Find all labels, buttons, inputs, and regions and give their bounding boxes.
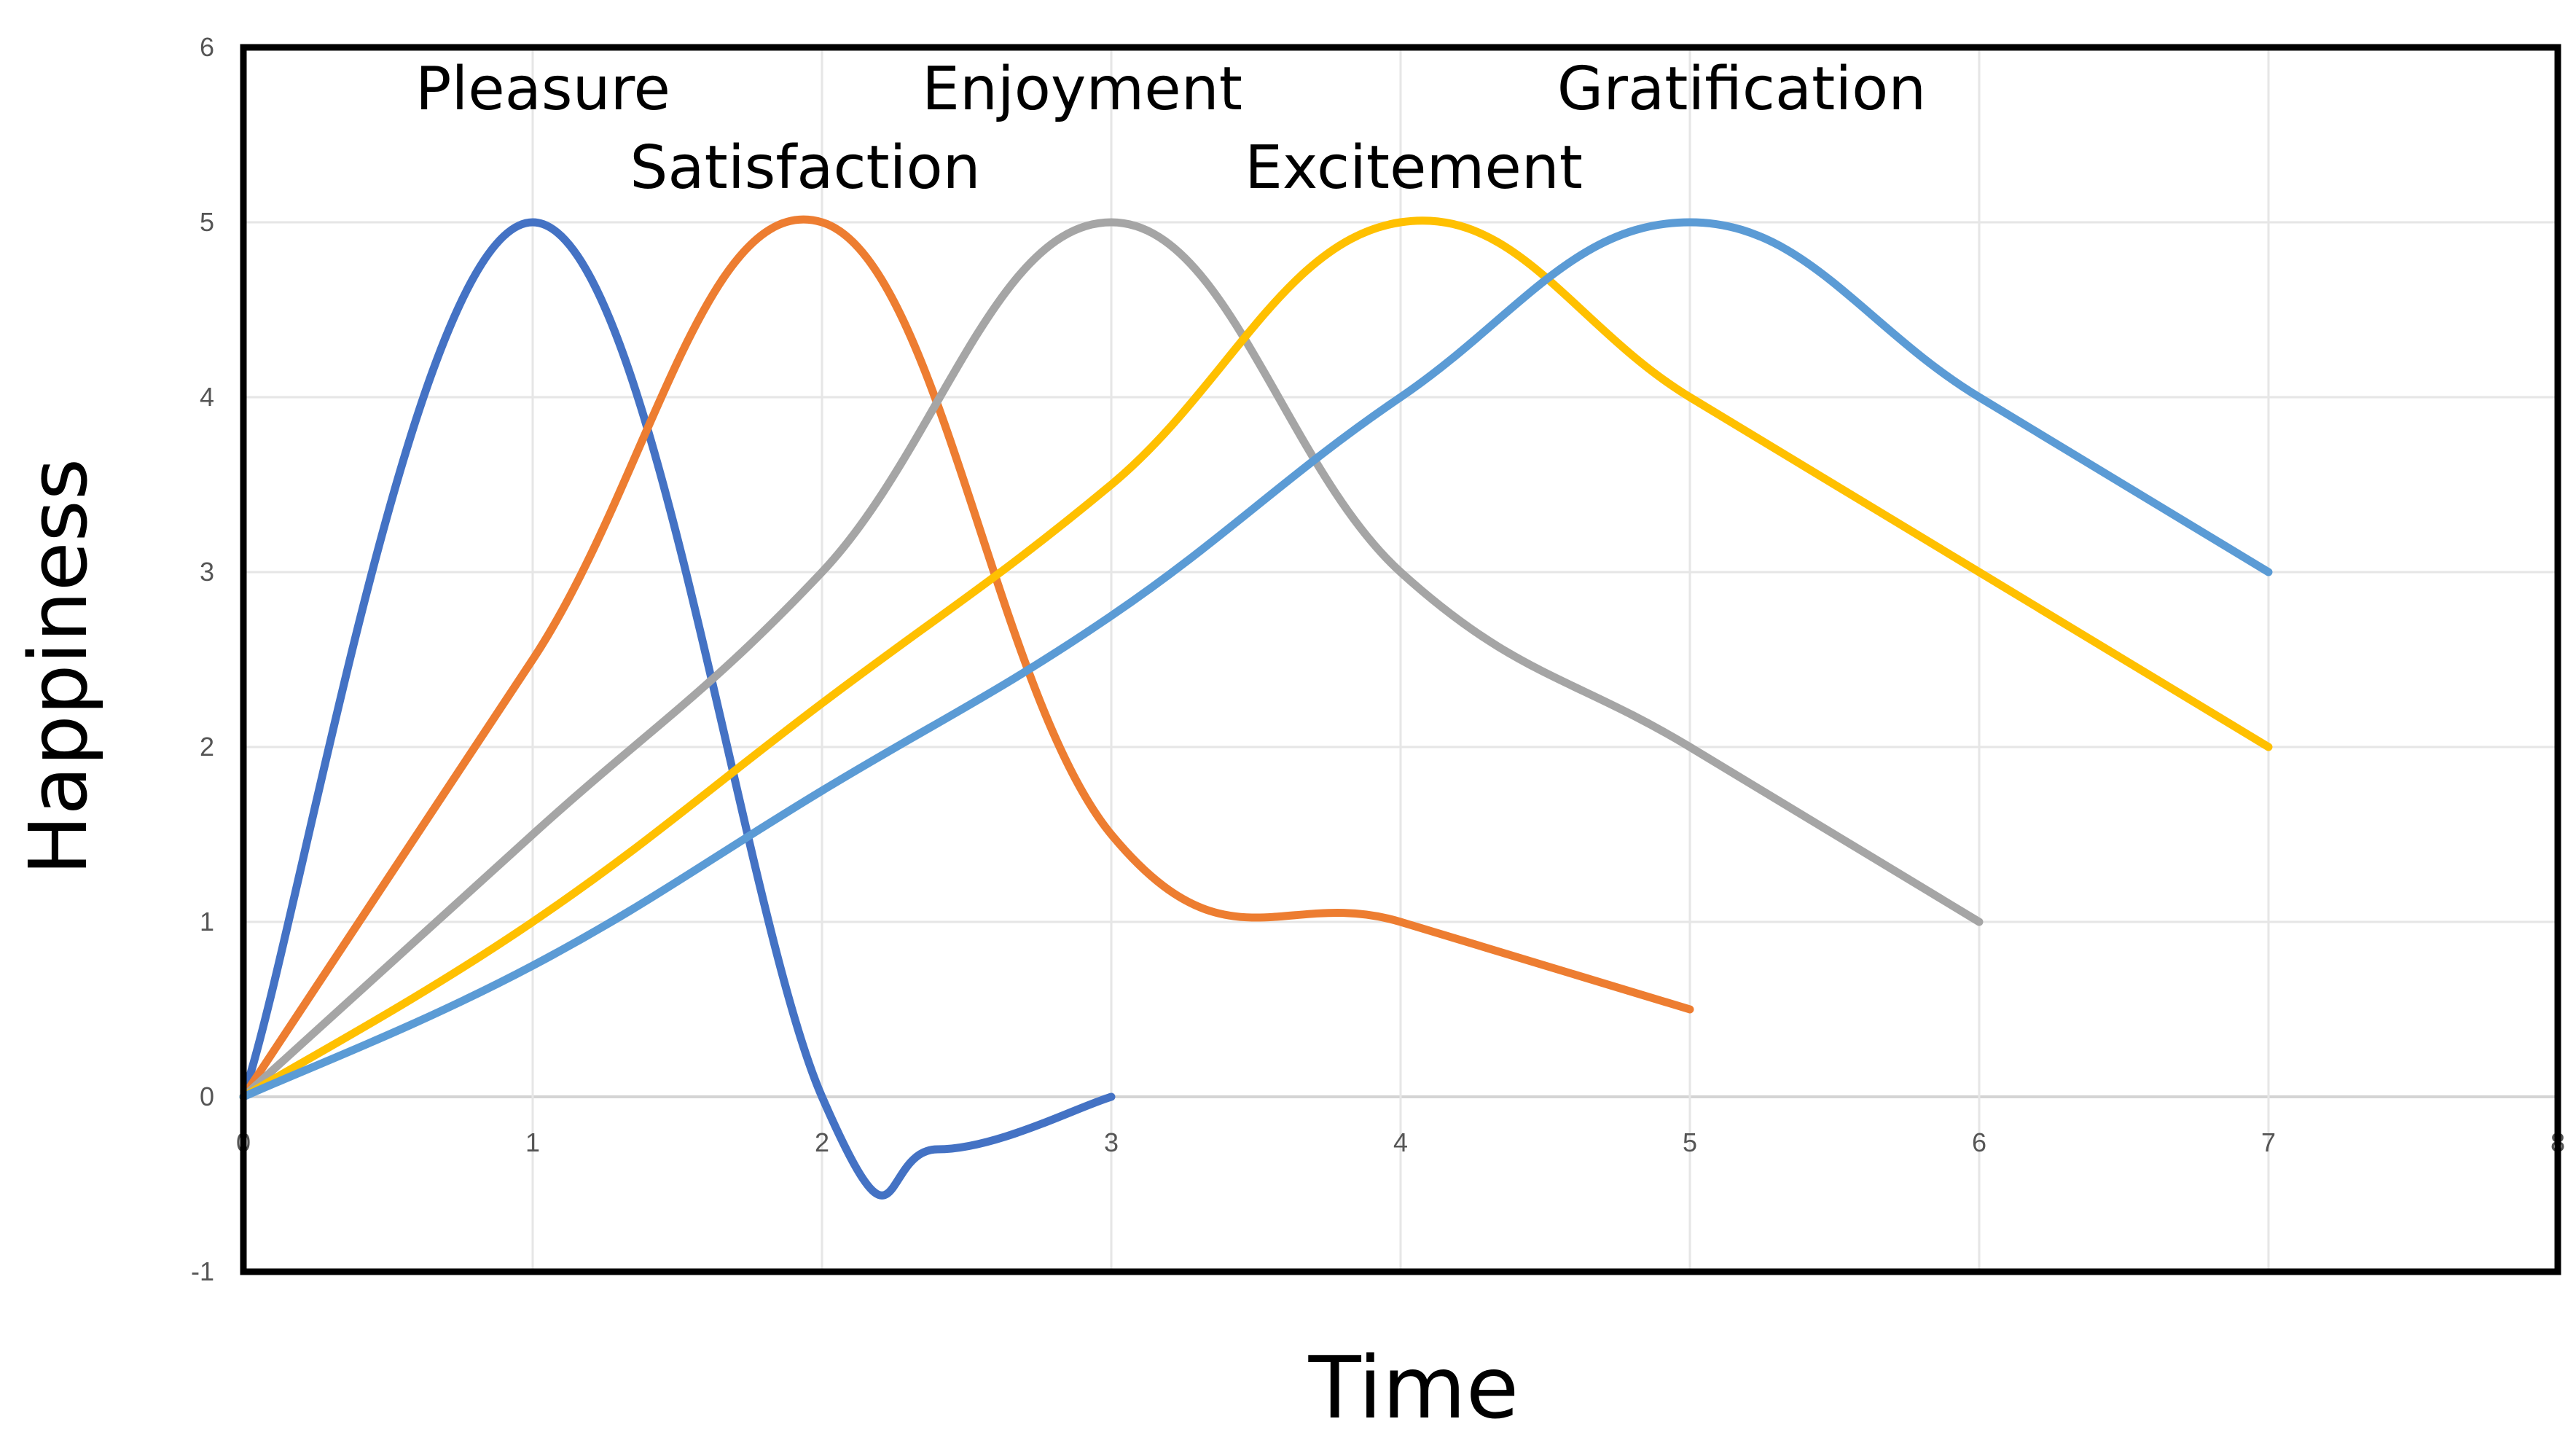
- series-lines: [239, 215, 2273, 1200]
- x-axis-title: Time: [1308, 1337, 1519, 1438]
- y-tick-label: 6: [200, 32, 214, 62]
- series-line-pleasure: [239, 218, 1116, 1200]
- series-label-gratification: Gratification: [1557, 55, 1927, 124]
- y-tick-label: 0: [200, 1082, 214, 1111]
- series-line-gratification: [239, 218, 2273, 1101]
- series-line-satisfaction: [239, 215, 1694, 1101]
- y-axis-title: Happiness: [12, 458, 105, 875]
- y-tick-label: 1: [200, 907, 214, 936]
- series-label-pleasure: Pleasure: [415, 55, 670, 124]
- plot-frame: [240, 44, 2561, 1275]
- y-tick-label: 3: [200, 557, 214, 587]
- series-label-satisfaction: Satisfaction: [630, 133, 980, 203]
- y-tick-label: 2: [200, 732, 214, 762]
- series-line-enjoyment: [239, 218, 1984, 1101]
- x-tick-label: 6: [1972, 1127, 1986, 1157]
- x-tick-label: 1: [525, 1127, 540, 1157]
- x-tick-label: 7: [2261, 1127, 2276, 1157]
- y-tick-label: 4: [200, 382, 214, 412]
- grid: [242, 46, 2559, 1273]
- x-tick-label: 4: [1393, 1127, 1408, 1157]
- series-label-excitement: Excitement: [1245, 133, 1583, 203]
- x-tick-label: 2: [815, 1127, 829, 1157]
- y-tick-label: -1: [191, 1256, 214, 1286]
- x-tick-label: 5: [1683, 1127, 1697, 1157]
- x-tick-label: 3: [1104, 1127, 1119, 1157]
- series-line-excitement: [239, 216, 2273, 1101]
- series-label-enjoyment: Enjoyment: [922, 55, 1242, 124]
- y-tick-label: 5: [200, 207, 214, 237]
